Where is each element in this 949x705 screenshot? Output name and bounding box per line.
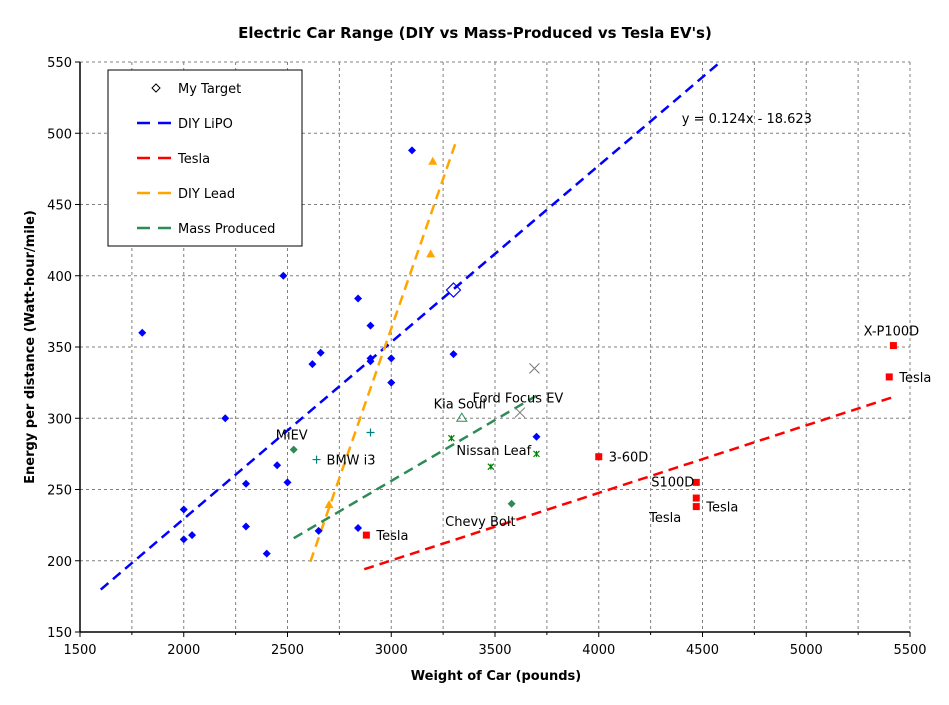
point-diy-lead [324, 500, 334, 509]
point-diy-lipo [242, 522, 250, 531]
point-diy-lipo [449, 350, 458, 359]
data-label: Tesla [375, 529, 408, 544]
point-tesla [889, 342, 897, 350]
point-mass-produced [366, 428, 375, 437]
axes: 1500 2000 2500 3000 3500 4000 4500 5000 5500 150 2… [47, 56, 926, 658]
point-diy-lipo [283, 478, 292, 487]
y-tick-label: 200 [47, 555, 72, 570]
trendline-tesla [363, 395, 894, 571]
point-tesla [692, 494, 700, 502]
chart-title: Electric Car Range (DIY vs Mass-Produced… [238, 24, 712, 42]
y-tick-label: 550 [47, 56, 72, 71]
point-diy-lipo [408, 146, 416, 155]
data-label: BMW i3 [327, 454, 376, 469]
annotations: MiEV BMW i3 Kia Soul Nissan Leaf Ford Focus … [276, 325, 932, 545]
point-diy-lipo [221, 414, 230, 423]
data-label: Nissan Leaf [456, 444, 531, 459]
point-diy-lipo [262, 549, 271, 558]
y-tick-label: 500 [47, 127, 72, 142]
point-mass-produced [507, 499, 516, 508]
point-diy-lead [428, 156, 438, 165]
point-diy-lipo [316, 348, 325, 357]
point-tesla [595, 453, 603, 461]
data-label: Kia Soul [434, 397, 486, 412]
data-label: X-P100D [864, 325, 920, 340]
point-tesla [885, 373, 893, 381]
point-diy-lipo [532, 432, 541, 441]
point-diy-lipo [308, 360, 317, 369]
y-tick-label: 300 [47, 412, 72, 427]
legend-label: DIY Lead [178, 187, 235, 202]
point-diy-lipo [387, 378, 396, 387]
point-mass-produced [289, 445, 298, 454]
point-mass-produced [448, 434, 455, 442]
y-tick-label: 400 [47, 270, 72, 285]
legend-label: My Target [178, 82, 241, 97]
x-tick-label: 2500 [271, 643, 304, 658]
point-diy-lipo [387, 354, 396, 363]
legend-label: Tesla [177, 152, 210, 167]
x-tick-label: 5000 [790, 643, 823, 658]
point-mass-produced [312, 455, 321, 464]
legend-diamond-icon [151, 83, 161, 93]
x-tick-label: 1500 [63, 643, 96, 658]
point-my-target [445, 282, 462, 298]
data-label: MiEV [276, 429, 308, 444]
point-diy-lipo [138, 328, 147, 337]
point-tesla [692, 478, 700, 486]
point-diy-lipo [279, 271, 288, 280]
x-tick-label: 5500 [893, 643, 926, 658]
data-label: Ford Focus EV [472, 392, 563, 407]
data-label: Chevy Bolt [445, 515, 515, 530]
x-tick-label: 3500 [478, 643, 511, 658]
data-label: S100D [651, 475, 694, 490]
point-diy-lipo [314, 526, 323, 535]
y-tick-label: 450 [47, 199, 72, 214]
point-diy-lipo [179, 535, 188, 544]
point-diy-lipo [188, 531, 197, 540]
x-axis-label: Weight of Car (pounds) [411, 669, 582, 684]
point-diy-lipo [273, 461, 282, 470]
point-mass-produced [487, 463, 495, 471]
point-diy-lipo [179, 505, 188, 514]
data-points [138, 146, 897, 558]
point-mass-produced [529, 363, 540, 374]
trendline-diy-lead [309, 142, 457, 563]
y-axis-label: Energy per distance (Watt-hour/mile) [23, 210, 38, 484]
data-label: Tesla [648, 511, 681, 526]
trendlines [99, 60, 894, 591]
data-label: Tesla [705, 501, 738, 516]
x-tick-label: 4000 [582, 643, 615, 658]
trendline-diy-lipo [99, 60, 722, 591]
point-diy-lipo [366, 354, 375, 363]
y-tick-label: 350 [47, 341, 72, 356]
point-mass-produced [533, 450, 540, 458]
data-label: 3-60D [609, 451, 649, 466]
point-diy-lipo [366, 321, 375, 330]
grid [80, 61, 911, 632]
point-mass-produced [514, 407, 526, 418]
legend-label: Mass Produced [178, 222, 275, 237]
legend: My Target DIY LiPO Tesla DIY Lead Mass Produ… [107, 69, 303, 247]
x-tick-label: 3000 [375, 643, 408, 658]
point-mass-produced [455, 412, 468, 422]
data-label: Tesla [898, 371, 931, 386]
y-tick-label: 250 [47, 484, 72, 499]
point-diy-lipo [354, 294, 363, 303]
point-diy-lead [426, 249, 436, 258]
x-tick-label: 4500 [686, 643, 719, 658]
point-diy-lipo [242, 479, 250, 488]
x-tick-label: 2000 [167, 643, 200, 658]
point-tesla [692, 503, 700, 511]
legend-label: DIY LiPO [178, 117, 233, 132]
point-diy-lipo [354, 523, 363, 532]
y-tick-label: 150 [47, 626, 72, 641]
trendline-equation: y = 0.124x - 18.623 [682, 112, 812, 127]
point-tesla [362, 531, 370, 539]
